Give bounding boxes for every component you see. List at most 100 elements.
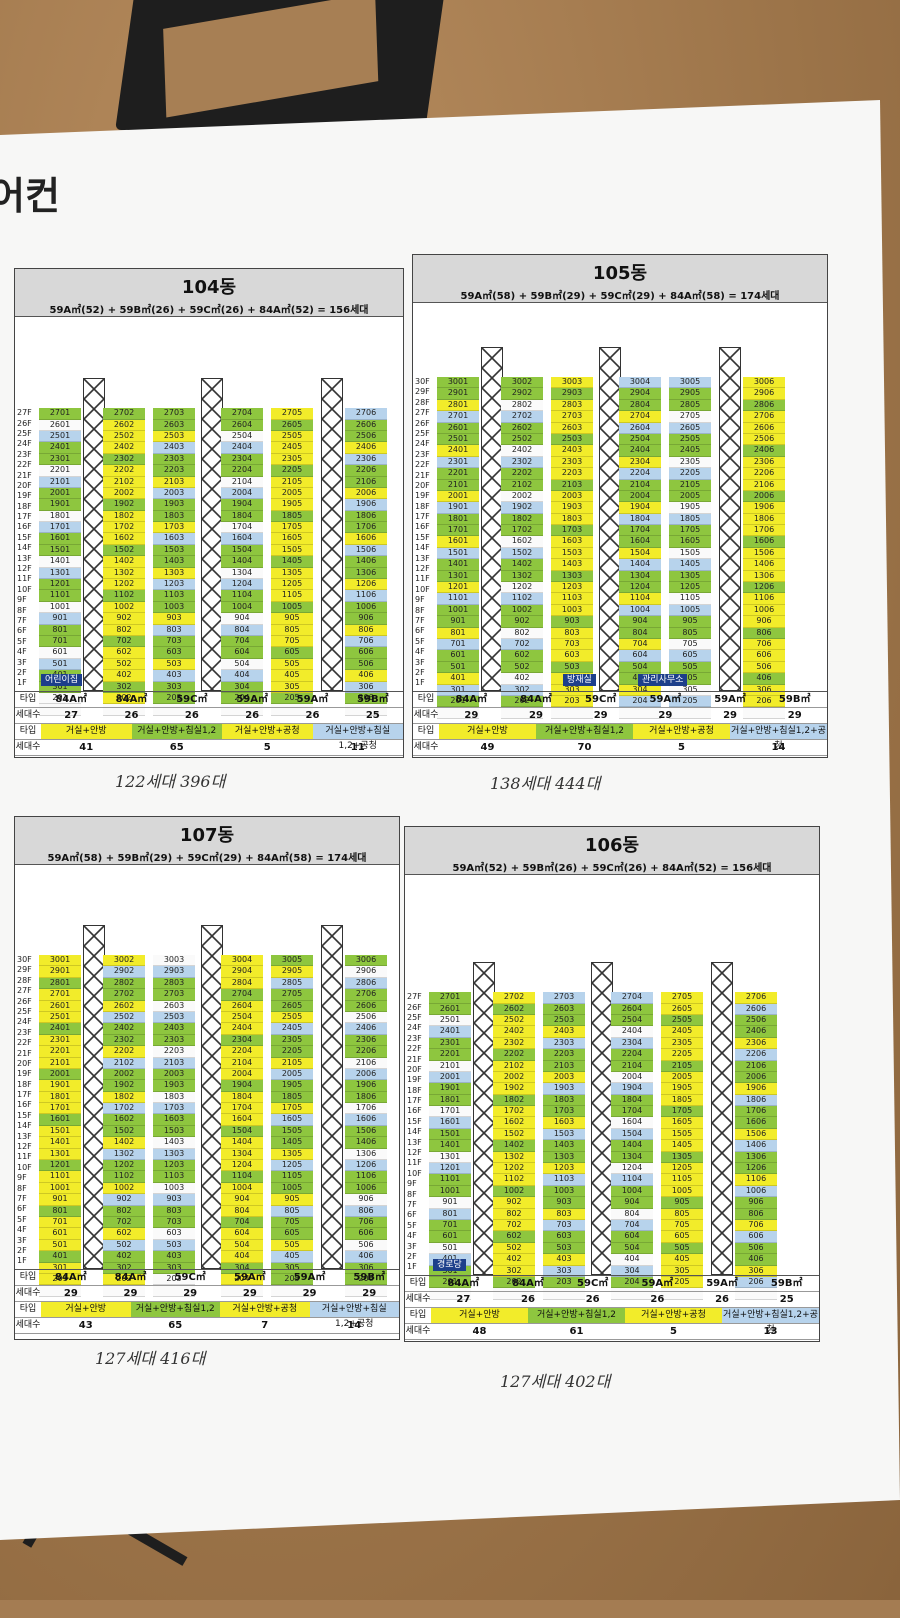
unit-cell: 302 [493, 1265, 535, 1277]
unit-cell: 206 [735, 1276, 777, 1289]
unit-cell: 902 [103, 1194, 145, 1206]
unit-cell: 1201 [437, 582, 479, 594]
row-value: 49 [480, 742, 495, 753]
row-value: 5 [263, 742, 271, 753]
unit-cell: 604 [619, 650, 661, 662]
building-formula: 59A㎡(52) + 59B㎡(26) + 59C㎡(26) + 84A㎡(52… [452, 863, 772, 874]
unit-cell: 2304 [619, 456, 661, 469]
unit-cell: 2602 [501, 422, 543, 434]
unit-cell: 403 [153, 670, 195, 682]
unit-cell: 1103 [551, 593, 593, 605]
unit-cell: 1206 [743, 582, 785, 594]
floor-label: 3F [415, 657, 425, 667]
unit-cell: 1003 [153, 1182, 195, 1195]
unit-cell [429, 1288, 471, 1300]
unit-cell: 1904 [619, 502, 661, 514]
unit-cell: 2904 [221, 966, 263, 978]
floor-label: 5F [415, 636, 425, 646]
unit-cell: 1305 [669, 570, 711, 583]
unit-cell: 1106 [735, 1174, 777, 1186]
unit-cell: 2203 [551, 468, 593, 480]
unit-cell [669, 707, 711, 719]
floor-label: 20F [17, 480, 32, 490]
unit-cell: 1402 [501, 559, 543, 571]
unit-cell: 1106 [345, 590, 387, 602]
unit-column: 3001 2901 2801 2701 2601 2501 2401 2301 2201 2101… [39, 955, 81, 1297]
unit-cell: 1406 [743, 559, 785, 571]
unit-cell: 2102 [493, 1060, 535, 1072]
unit-cell: 2505 [669, 433, 711, 446]
elevator-core [201, 925, 223, 1269]
unit-cell: 2602 [493, 1003, 535, 1015]
unit-cell: 2304 [611, 1037, 653, 1050]
row-value: 14 [771, 742, 786, 753]
unit-cell: 2101 [39, 476, 81, 488]
unit-cell: 1506 [345, 1125, 387, 1138]
count-row: 세대수 41 65 5 11 [15, 740, 403, 756]
unit-cell: 1502 [501, 547, 543, 560]
unit-cell: 2303 [153, 453, 195, 466]
unit-cell: 606 [345, 1228, 387, 1240]
unit-cell: 2704 [619, 411, 661, 423]
row-value: 거실+안방+침실1,2 [528, 1308, 625, 1323]
unit-cell: 2306 [345, 453, 387, 466]
unit-cell: 1406 [735, 1140, 777, 1152]
floor-label: 16F [17, 522, 32, 532]
unit-cell: 1606 [735, 1117, 777, 1129]
unit-cell: 3006 [345, 955, 387, 967]
floor-label: 17F [17, 1090, 32, 1100]
unit-cell: 806 [743, 627, 785, 639]
unit-cell: 501 [39, 658, 81, 671]
unit-cell: 1305 [271, 1148, 313, 1161]
unit-cell: 1102 [103, 1171, 145, 1183]
unit-cell: 1304 [221, 1148, 263, 1161]
row-value: 거실+안방 [431, 1308, 528, 1323]
floor-label: 8F [407, 1189, 417, 1199]
unit-cell: 2201 [39, 465, 81, 477]
unit-cell: 1002 [103, 601, 145, 614]
unit-cell: 1003 [543, 1185, 585, 1198]
floor-label: 5F [17, 636, 27, 646]
unit-cell: 305 [669, 684, 711, 696]
floor-label: 12F [415, 564, 430, 574]
unit-cell: 601 [429, 1231, 471, 1243]
unit-cell: 901 [39, 613, 81, 625]
floor-label: 11F [17, 1152, 32, 1162]
unit-cell: 1903 [153, 499, 195, 511]
unit-cell: 2501 [429, 1014, 471, 1027]
unit-cell: 1001 [429, 1185, 471, 1198]
unit-cell: 706 [345, 636, 387, 648]
floor-label: 16F [17, 1100, 32, 1110]
unit-cell: 406 [735, 1254, 777, 1266]
row-value: 59A㎡ [714, 694, 746, 705]
unit-cell: 2206 [345, 465, 387, 477]
unit-cell: 2605 [271, 419, 313, 431]
unit-cell: 1204 [619, 582, 661, 594]
unit-cell: 1005 [669, 604, 711, 617]
floor-label: 23F [407, 1033, 422, 1043]
floor-label: 15F [17, 532, 32, 542]
unit-cell: 2004 [619, 490, 661, 503]
unit-cell: 1803 [153, 1091, 195, 1104]
floor-label: 17F [17, 512, 32, 522]
unit-cell: 2903 [153, 966, 195, 978]
unit-cell: 2202 [493, 1049, 535, 1061]
unit-cell: 2401 [437, 445, 479, 457]
row-label: 타입 [19, 1272, 37, 1282]
unit-cell: 2305 [271, 453, 313, 466]
floor-label: 27F [17, 986, 32, 996]
floor-label: 4F [415, 647, 425, 657]
unit-chart: 30F 29F 28F 27F 26F 25F 24F 23F 22F 21F 20F 19F 18F 1… [413, 305, 827, 719]
unit-cell: 402 [493, 1254, 535, 1266]
unit-cell: 2605 [271, 1000, 313, 1012]
floor-label: 19F [415, 491, 430, 501]
row-value: 59C㎡ [174, 1272, 206, 1283]
unit-cell: 1704 [611, 1106, 653, 1118]
row-value: 29 [529, 710, 543, 721]
unit-cell: 2202 [103, 465, 145, 477]
unit-cell: 2306 [735, 1037, 777, 1050]
floor-label: 5F [407, 1220, 417, 1230]
unit-cell: 2302 [103, 453, 145, 466]
households-row: 세대수 29 29 29 29 29 29 [15, 1286, 399, 1302]
floor-label: 9F [17, 595, 27, 605]
